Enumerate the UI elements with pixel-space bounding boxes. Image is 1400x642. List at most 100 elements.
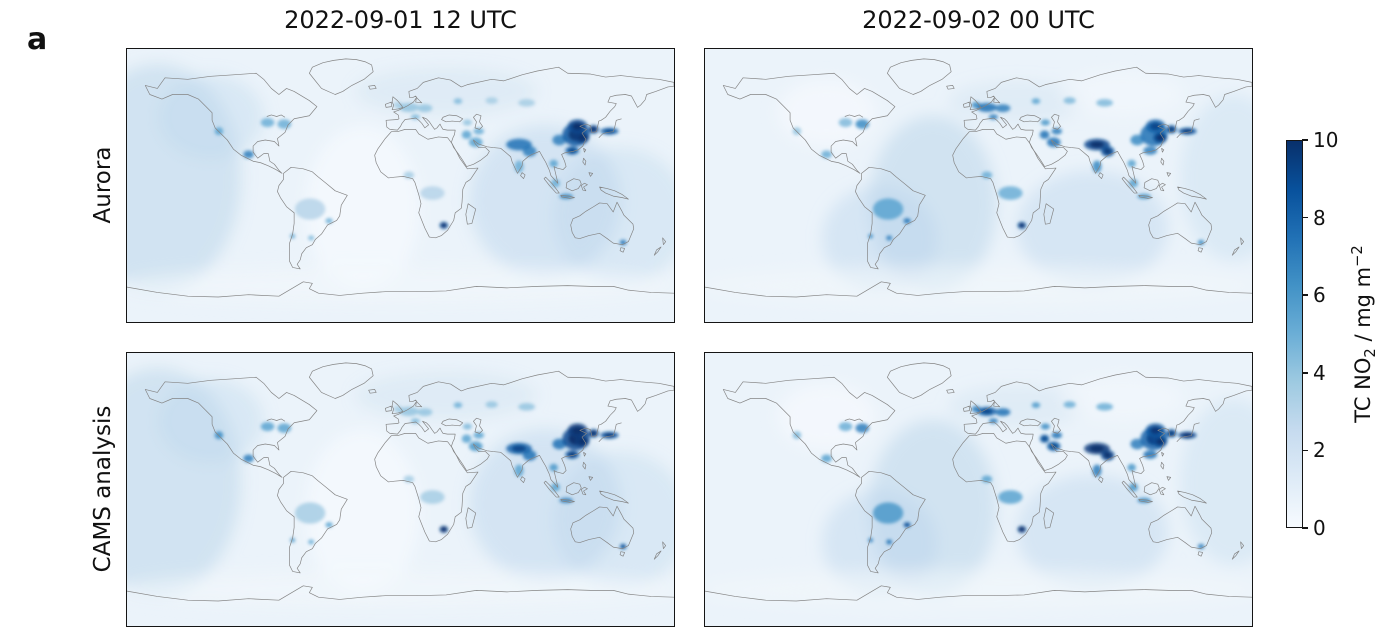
- colorbar-label-subscript: 2: [1362, 348, 1380, 358]
- hotspot-buenos-aires: [308, 539, 315, 545]
- coastline-layer: [705, 58, 1252, 298]
- hotspot-tehran: [1051, 431, 1063, 439]
- coastline-layer: [127, 362, 674, 602]
- hotspot-iraq: [461, 434, 472, 443]
- hotspot-tehran: [473, 127, 485, 135]
- hotspot-urals: [485, 97, 498, 104]
- hotspot-central-africa: [998, 186, 1023, 200]
- hotspot-mexico: [243, 454, 254, 463]
- hotspot-pearl-river-delta: [1143, 450, 1158, 459]
- hotspot-sao-paulo: [325, 522, 333, 528]
- hotspot-south-siberia: [518, 99, 535, 107]
- hotspot-layer: [214, 97, 627, 246]
- map-cams-12utc: [126, 352, 675, 627]
- hotspot-urals: [1063, 97, 1076, 104]
- hotspot-south-siberia: [518, 403, 535, 411]
- hotspot-moscow: [1031, 98, 1041, 105]
- hotspot-south-siberia: [1096, 99, 1113, 107]
- panel-label-a: a: [27, 22, 48, 57]
- colorbar-tick-label: 4: [1313, 360, 1326, 385]
- colorbar-tick-label: 0: [1313, 516, 1326, 540]
- hotspot-south-america-burning: [294, 198, 326, 220]
- hotspot-us-midwest: [260, 118, 275, 128]
- hotspot-south-india: [514, 464, 524, 477]
- hotspot-caucasus: [462, 423, 472, 430]
- hotspot-caucasus: [1040, 119, 1050, 126]
- hotspot-java: [559, 497, 573, 504]
- hotspot-sao-paulo: [325, 218, 333, 224]
- column-title-1: 2022-09-01 12 UTC: [284, 6, 517, 34]
- coastline-layer: [705, 362, 1252, 602]
- hotspot-south-india: [1092, 464, 1102, 477]
- hotspot-poland-germany: [417, 408, 433, 417]
- hotspot-pearl-river-delta: [1143, 146, 1158, 155]
- hotspot-buenos-aires: [308, 235, 315, 241]
- hotspot-urals: [485, 401, 498, 408]
- hotspot-thailand: [549, 463, 558, 472]
- hotspot-tehran: [1051, 127, 1063, 135]
- hotspot-iraq: [1039, 130, 1050, 139]
- hotspot-urals: [1063, 401, 1076, 408]
- colorbar-tick-label: 2: [1313, 438, 1326, 463]
- hotspot-buenos-aires: [886, 539, 893, 545]
- hotspot-us-midwest: [838, 118, 853, 128]
- coastline-layer: [127, 58, 674, 298]
- hotspot-thailand: [1127, 463, 1136, 472]
- hotspot-us-midwest: [838, 422, 853, 432]
- colorbar-tick-label: 10: [1313, 128, 1339, 152]
- hotspot-poland-germany: [417, 104, 433, 113]
- hotspot-central-africa: [420, 490, 445, 504]
- world-map-svg: [127, 353, 674, 626]
- hotspot-moscow: [1031, 402, 1041, 409]
- hotspot-mexico: [243, 150, 254, 159]
- hotspot-sao-paulo: [903, 218, 911, 224]
- colorbar-tick-label: 8: [1313, 205, 1326, 230]
- colorbar-label-mid: / mg m: [1351, 266, 1375, 349]
- hotspot-southeast-australia: [619, 239, 627, 246]
- hotspot-south-india: [514, 160, 524, 173]
- map-aurora-12utc: [126, 48, 675, 323]
- hotspot-moscow: [453, 98, 463, 105]
- hotspot-indo-gangetic-plain: [506, 138, 532, 151]
- hotspot-moscow: [453, 402, 463, 409]
- haze-layer: [705, 375, 1252, 610]
- hotspot-poland-germany: [995, 104, 1011, 113]
- row-label-cams-analysis: CAMS analysis: [90, 405, 116, 573]
- map-aurora-00utc: [704, 48, 1253, 323]
- hotspot-central-africa: [420, 186, 445, 200]
- column-title-2: 2022-09-02 00 UTC: [862, 6, 1095, 34]
- hotspot-java: [559, 193, 573, 200]
- world-map-svg: [705, 49, 1252, 322]
- hotspot-central-africa: [998, 490, 1023, 504]
- hotspot-caucasus: [462, 119, 472, 126]
- hotspot-south-america-burning: [872, 198, 904, 220]
- hotspot-northwest-europe: [398, 102, 419, 112]
- colorbar-label-prefix: TC NO: [1351, 357, 1375, 423]
- colorbar-tick: [1302, 294, 1308, 296]
- hotspot-south-siberia: [1096, 403, 1113, 411]
- hotspot-south-america-burning: [294, 502, 326, 524]
- hotspot-northwest-europe: [398, 406, 419, 416]
- hotspot-northwest-europe: [976, 102, 997, 112]
- colorbar-tick: [1302, 216, 1308, 219]
- hotspot-java: [1137, 193, 1151, 200]
- map-cams-00utc: [704, 352, 1253, 627]
- world-map-svg: [127, 49, 674, 322]
- hotspot-south-india: [1092, 160, 1102, 173]
- colorbar-tick-label: 6: [1313, 283, 1326, 308]
- hotspot-buenos-aires: [886, 235, 893, 241]
- hotspot-tehran: [473, 431, 485, 439]
- hotspot-southeast-australia: [1197, 543, 1205, 550]
- colorbar: [1286, 140, 1303, 528]
- hotspot-mexico: [821, 150, 832, 159]
- hotspot-mexico: [821, 454, 832, 463]
- hotspot-iraq: [461, 130, 472, 139]
- colorbar-tick: [1302, 527, 1308, 529]
- hotspot-caucasus: [1040, 423, 1050, 430]
- hotspot-poland-germany: [995, 408, 1011, 417]
- haze-layer: [127, 368, 674, 610]
- hotspot-layer: [792, 97, 1205, 246]
- hotspot-java: [1137, 497, 1151, 504]
- world-map-svg: [705, 353, 1252, 626]
